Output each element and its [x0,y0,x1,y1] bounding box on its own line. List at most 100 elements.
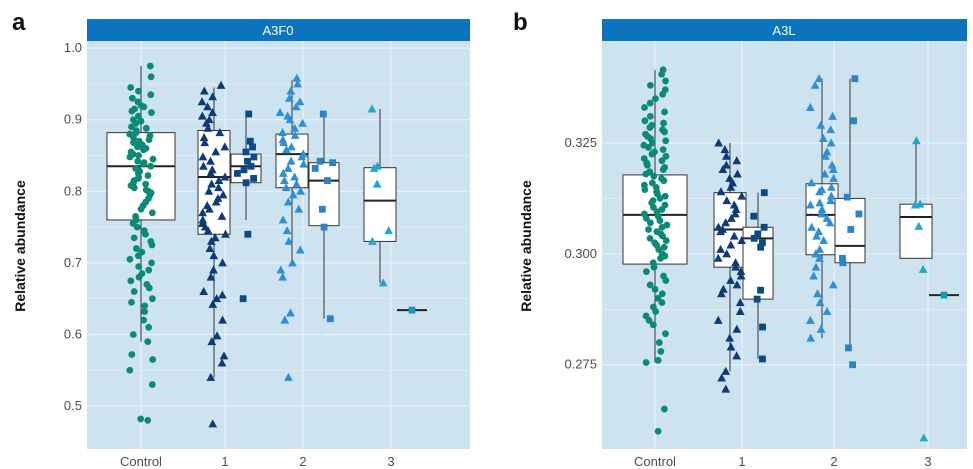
point-group1-triangle [207,179,217,188]
point-control [148,241,156,249]
point-group3-triangle [919,433,929,442]
point-group1-triangle [197,97,207,106]
point-group2-triangle [815,298,825,307]
panel-b-y-axis-label: Relative abundance [518,180,534,312]
point-group3-triangle [910,200,920,209]
point-group2-square [843,193,851,201]
point-control [144,416,152,424]
point-control [145,323,153,331]
point-control [654,356,662,364]
point-control [650,263,658,271]
point-group2-square [849,361,857,369]
point-group1-square [242,179,250,187]
y-tick-label: 0.8 [64,183,82,198]
point-group1-triangle [209,265,218,274]
point-control [127,84,135,91]
point-group2-triangle [285,93,294,102]
point-group2-triangle [280,175,289,185]
point-group2-triangle [286,156,296,165]
point-control [656,195,664,202]
point-group2-triangle [284,372,293,381]
point-group3-triangle [372,179,382,188]
point-group1-triangle [214,175,224,185]
point-group1-triangle [718,165,728,174]
point-group1-triangle [219,351,229,360]
point-control [660,177,668,185]
point-control [142,180,150,188]
point-group1-triangle [731,258,740,267]
panel-b-strip [602,19,967,41]
point-group1-square [759,239,766,247]
point-control [147,73,155,81]
point-control [662,152,670,160]
point-group2-square [318,205,326,213]
point-group1-triangle [212,294,222,303]
point-group1-square [244,157,251,165]
point-group1-triangle [207,337,217,346]
point-group1-triangle [203,102,212,111]
point-control [128,94,136,102]
point-group1-triangle [721,384,731,393]
panel-a-x-ticks: Control 1 2 3 [120,454,395,469]
point-group2-triangle [828,280,838,289]
point-control [149,356,157,363]
point-group3-square [940,291,948,299]
point-control [139,160,147,168]
point-group1-triangle [212,331,222,340]
y-tick-label: 0.300 [564,246,597,261]
point-group1-triangle [722,249,732,258]
panel-a: a A3F0 1.0 0.9 0.8 0.7 0.6 0.5 Control 1 2 3 Rel… [12,9,470,469]
point-group1-triangle [714,138,724,147]
point-group2-triangle [807,178,816,187]
panel-b-strip-title: A3L [772,23,795,38]
point-control [128,298,135,306]
point-group1-triangle [218,258,227,267]
point-group2-square [839,254,846,262]
point-group1-triangle [199,286,209,295]
point-group1-triangle [206,272,216,281]
panel-b-letter: b [513,9,528,36]
point-control [648,179,656,187]
point-control [135,273,143,281]
point-group1-triangle [730,209,740,218]
point-control [641,117,649,125]
point-control [145,284,153,292]
x-tick-label: Control [120,454,162,469]
point-control [129,331,137,338]
point-control [642,268,650,276]
point-group2-triangle [282,226,292,235]
point-group2-triangle [809,271,818,280]
point-group2-triangle [287,142,296,151]
point-group1-square [244,230,252,238]
point-control [140,146,147,154]
point-control [646,81,654,89]
point-group2-triangle [816,120,826,129]
point-group2-triangle [805,102,815,111]
point-control [148,295,156,303]
y-tick-label: 0.5 [64,398,82,413]
point-group2-square [319,110,327,118]
point-group1-triangle [210,233,220,242]
point-group2-triangle [811,249,821,258]
point-control [648,150,656,158]
x-tick-label: 1 [221,454,228,469]
point-group1-triangle [206,372,216,381]
point-control [148,259,155,267]
point-group1-triangle [716,227,725,236]
point-group1-triangle [732,156,742,165]
point-group3-square [408,306,416,314]
point-group1-triangle [732,280,742,289]
point-group1-triangle [218,290,227,299]
point-control [641,186,649,193]
point-group1-triangle [731,204,741,213]
point-group1-square [757,286,764,294]
point-group2-triangle [822,306,832,315]
point-control [126,366,134,374]
point-group1-triangle [729,231,739,240]
point-control [658,223,666,231]
point-group1-square [750,234,758,242]
point-group2-square [851,75,859,83]
point-control [130,139,137,147]
point-group2-triangle [285,115,295,124]
point-control [660,119,668,127]
